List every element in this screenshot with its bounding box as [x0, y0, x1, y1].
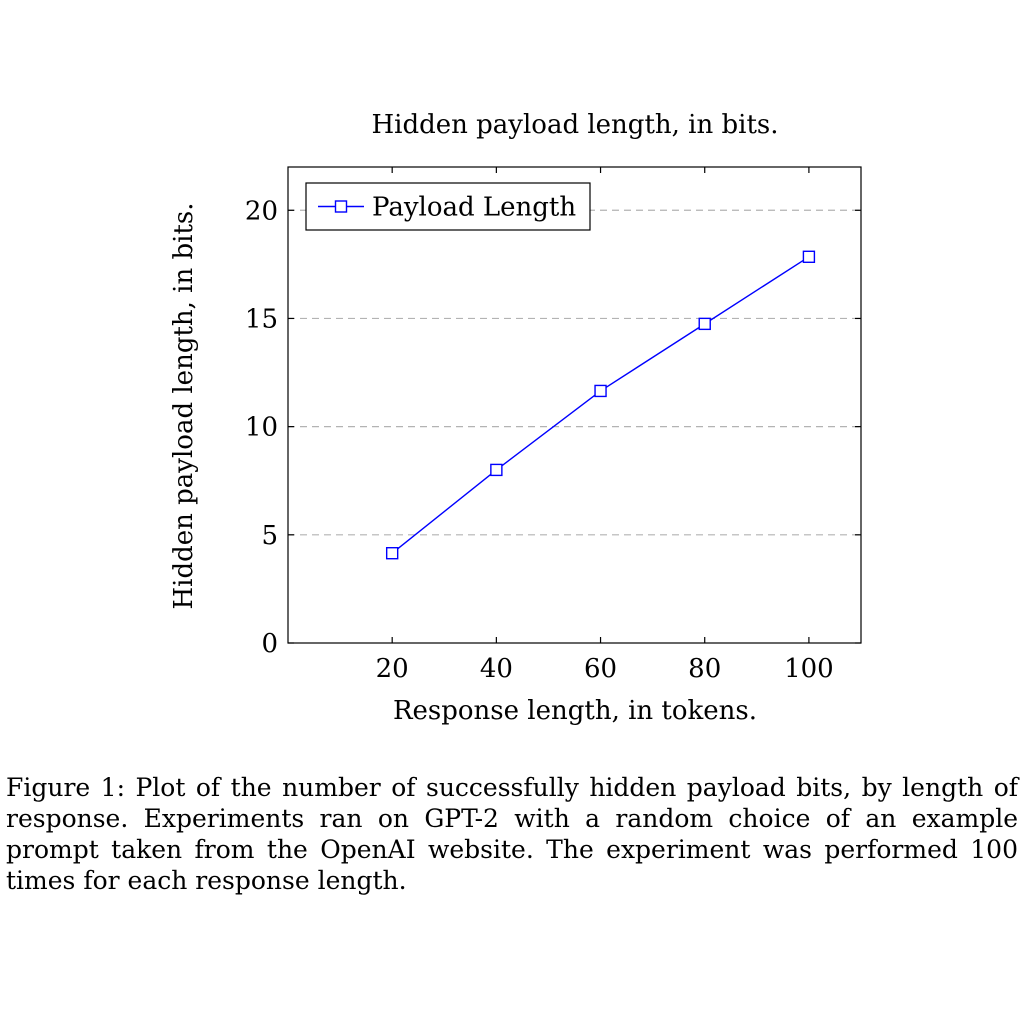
chart-title: Hidden payload length, in bits. — [371, 110, 778, 140]
x-tick-label: 40 — [480, 654, 513, 684]
x-tick-label: 60 — [584, 654, 617, 684]
y-tick-label: 15 — [245, 304, 278, 334]
x-tick-label: 80 — [688, 654, 721, 684]
data-point-marker — [594, 384, 607, 398]
x-tick-label: 100 — [784, 654, 834, 684]
series-line — [391, 256, 810, 554]
plot-area: 0 5 10 15 20 20 40 60 80 100 Payload Length — [245, 166, 862, 684]
data-point-marker — [385, 547, 399, 560]
data-point-marker — [490, 463, 503, 477]
legend-marker — [334, 200, 348, 213]
x-tick-label: 20 — [376, 654, 409, 684]
y-tick-label: 5 — [261, 521, 278, 551]
y-axis-label: Hidden payload length, in bits. — [169, 202, 199, 609]
x-axis-label: Response length, in tokens. — [393, 696, 757, 726]
legend-label: Payload Length — [372, 193, 576, 223]
y-tick-label: 0 — [261, 629, 278, 659]
data-point-marker — [698, 317, 711, 331]
figure-caption: Figure 1: Plot of the number of successf… — [6, 773, 1018, 895]
y-tick-label: 10 — [245, 413, 278, 443]
y-tick-label: 20 — [245, 196, 278, 226]
plot-frame — [287, 166, 862, 644]
payload-length-chart: Hidden payload length, in bits. Hidden p… — [169, 110, 862, 726]
data-point-marker — [802, 250, 816, 263]
